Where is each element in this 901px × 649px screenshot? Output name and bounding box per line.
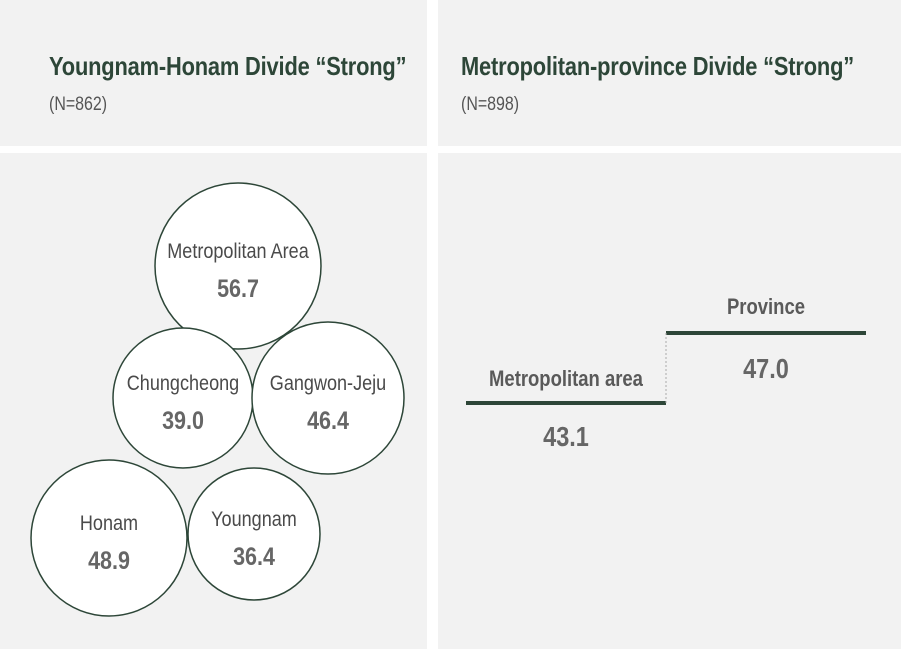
- bubble-label: Honam: [80, 512, 138, 536]
- bubble-honam: Honam 48.9: [30, 459, 188, 617]
- left-chart-subtitle: (N=862): [49, 94, 108, 115]
- right-chart-subtitle: (N=898): [461, 94, 520, 115]
- step-chart: Metropolitan area 43.1 Province 47.0: [466, 296, 866, 452]
- bubble-gangwon-jeju: Gangwon-Jeju 46.4: [251, 321, 405, 475]
- bubble-circle: [251, 321, 405, 475]
- bubble-label: Gangwon-Jeju: [270, 372, 386, 396]
- bubble-label: Metropolitan Area: [167, 240, 309, 264]
- bubble-value: 56.7: [217, 274, 259, 302]
- bubble-value: 46.4: [307, 406, 349, 434]
- bubble-value: 48.9: [88, 546, 130, 574]
- bubble-label: Chungcheong: [127, 372, 239, 396]
- bubble-value: 39.0: [162, 406, 204, 434]
- bubble-value: 36.4: [233, 542, 275, 570]
- right-chart-title: Metropolitan-province Divide “Strong”: [461, 51, 855, 81]
- bubble-metropolitan-area: Metropolitan Area 56.7: [154, 182, 322, 350]
- step-metropolitan-area: Metropolitan area 43.1: [466, 368, 666, 452]
- right-chart-panel: Metropolitan area 43.1 Province 47.0: [438, 153, 901, 649]
- bubble-circle: [187, 467, 321, 601]
- left-header-panel: Youngnam-Honam Divide “Strong” (N=862): [0, 0, 427, 146]
- bubble-circle: [112, 327, 254, 469]
- bubble-circle: [154, 182, 322, 350]
- left-chart-panel: Metropolitan Area 56.7 Chungcheong 39.0 Gang…: [0, 153, 427, 649]
- step-label: Metropolitan area: [489, 368, 644, 392]
- bubble-chart: Metropolitan Area 56.7 Chungcheong 39.0 Gang…: [30, 182, 405, 617]
- bubble-circle: [30, 459, 188, 617]
- right-header-panel: Metropolitan-province Divide “Strong” (N…: [438, 0, 901, 146]
- left-chart-title: Youngnam-Honam Divide “Strong”: [49, 51, 407, 81]
- bubble-youngnam: Youngnam 36.4: [187, 467, 321, 601]
- bubble-label: Youngnam: [211, 508, 297, 532]
- step-value: 43.1: [543, 422, 589, 452]
- step-province: Province 47.0: [666, 296, 866, 384]
- bubble-chungcheong: Chungcheong 39.0: [112, 327, 254, 469]
- step-value: 47.0: [743, 354, 789, 384]
- step-label: Province: [727, 296, 805, 320]
